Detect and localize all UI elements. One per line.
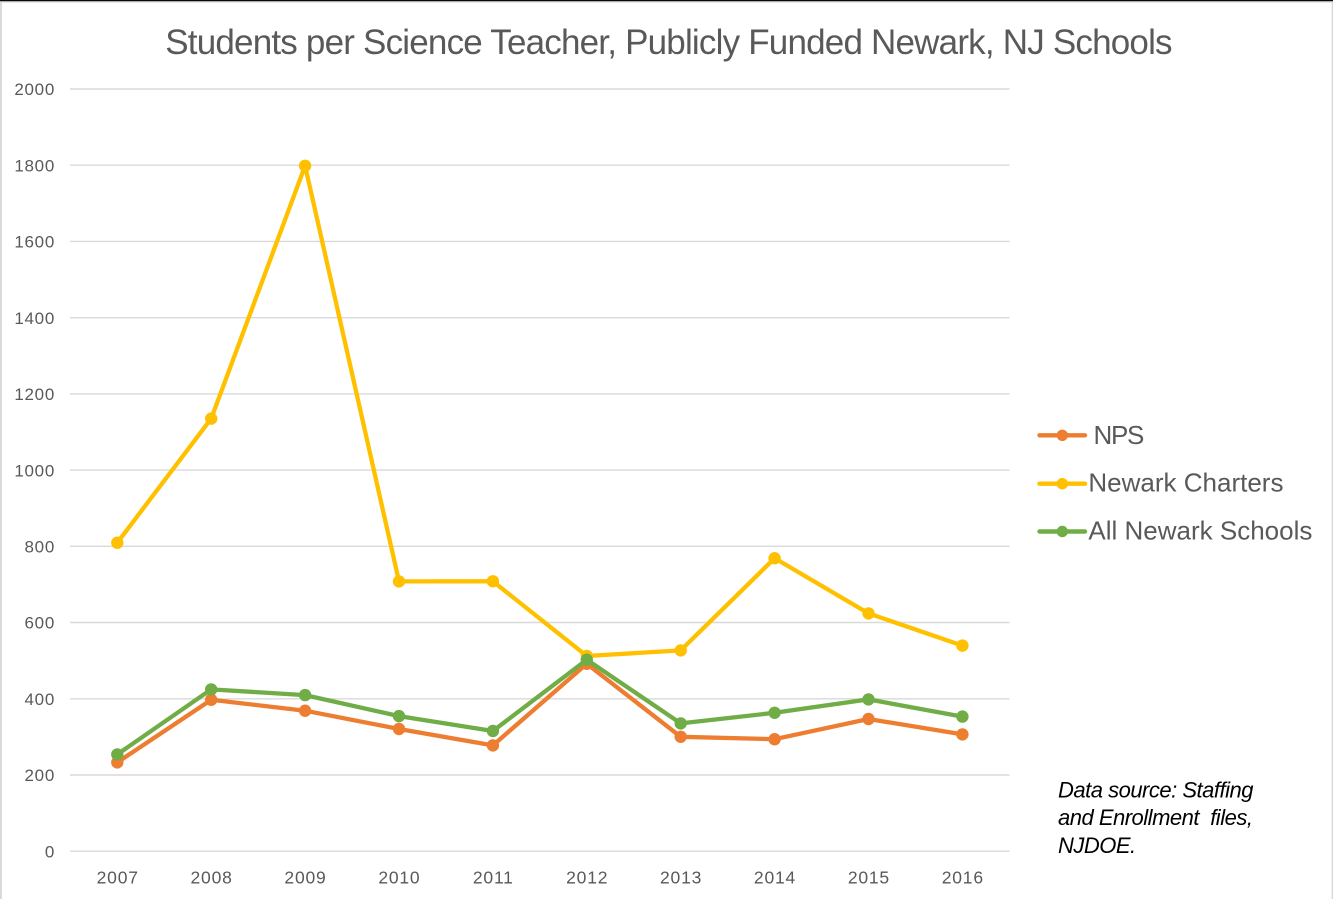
svg-text:2016: 2016 [942, 868, 984, 888]
svg-text:2015: 2015 [848, 868, 890, 888]
svg-text:2012: 2012 [566, 868, 608, 888]
svg-text:2014: 2014 [754, 868, 796, 888]
svg-text:200: 200 [25, 766, 55, 785]
svg-text:800: 800 [25, 538, 55, 557]
svg-text:2011: 2011 [473, 868, 514, 888]
svg-text:1400: 1400 [14, 309, 55, 328]
svg-text:0: 0 [45, 842, 55, 861]
svg-text:2000: 2000 [14, 80, 55, 99]
svg-text:Students per Science Teacher,: Students per Science Teacher, Publicly F… [165, 23, 1172, 62]
svg-text:Newark Charters: Newark Charters [1088, 468, 1283, 498]
svg-text:2013: 2013 [660, 868, 702, 888]
svg-text:600: 600 [25, 614, 55, 633]
svg-text:400: 400 [25, 690, 55, 709]
svg-text:2007: 2007 [97, 868, 139, 888]
svg-text:2009: 2009 [284, 868, 326, 888]
svg-text:2010: 2010 [378, 868, 420, 888]
svg-text:1000: 1000 [14, 461, 55, 480]
svg-text:All Newark Schools: All Newark Schools [1088, 516, 1312, 546]
svg-text:1800: 1800 [14, 156, 55, 175]
svg-text:2008: 2008 [191, 868, 233, 888]
svg-text:1600: 1600 [14, 233, 55, 252]
svg-text:1200: 1200 [14, 385, 55, 404]
svg-text:Data source: Staffing: Data source: Staffing [1058, 777, 1254, 802]
svg-text:NPS: NPS [1094, 420, 1145, 450]
svg-text:and Enrollment files,: and Enrollment files, [1058, 805, 1252, 830]
svg-text:NJDOE.: NJDOE. [1058, 833, 1136, 858]
